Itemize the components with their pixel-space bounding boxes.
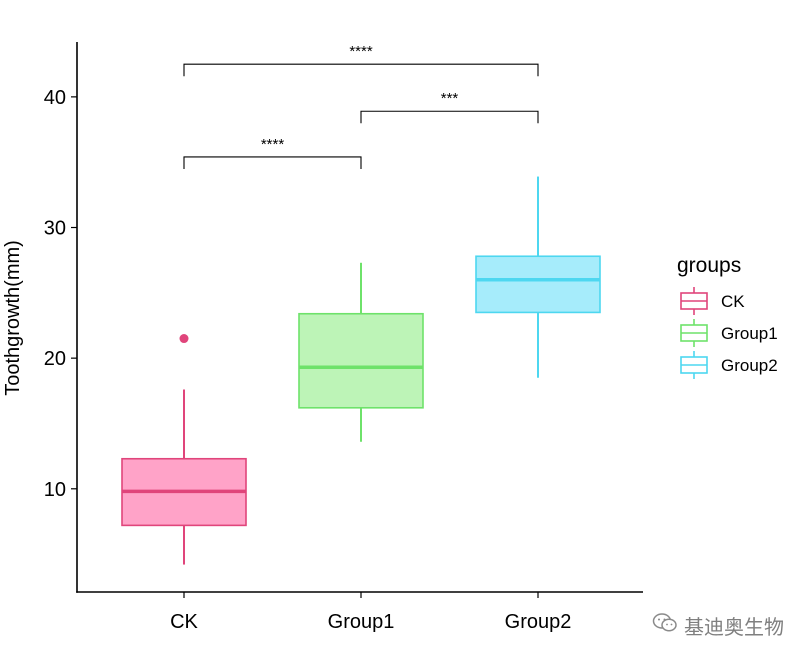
significance-label: **** <box>349 43 373 60</box>
y-axis-label: Toothgrowth(mm) <box>2 240 24 396</box>
legend-label-group2: Group2 <box>721 356 778 375</box>
y-tick-label: 30 <box>44 218 66 240</box>
plot-area: *********** <box>121 43 601 565</box>
y-tick-label: 20 <box>44 348 66 370</box>
significance-bracket <box>183 156 362 169</box>
outlier-point <box>179 334 189 344</box>
significance-bracket <box>360 110 539 124</box>
watermark-text: 基迪奥生物 <box>684 614 784 639</box>
significance-bracket <box>183 63 539 77</box>
x-tick-label: Group2 <box>505 611 572 633</box>
box-group2 <box>475 255 601 314</box>
axes: 10 20 30 40 CK Group1 Group2 <box>44 42 643 633</box>
legend-label-group1: Group1 <box>721 324 778 343</box>
y-tick-label: 10 <box>44 479 66 501</box>
legend-title: groups <box>677 254 741 277</box>
legend: groups CK Group1 Group2 <box>677 254 778 379</box>
y-tick-label: 40 <box>44 87 66 109</box>
significance-label: **** <box>261 136 285 153</box>
significance-label: *** <box>441 90 459 107</box>
legend-label-ck: CK <box>721 292 745 311</box>
x-tick-label: Group1 <box>328 611 395 633</box>
box-group1 <box>298 312 424 409</box>
x-tick-label: CK <box>170 611 198 633</box>
wechat-icon <box>652 612 678 639</box>
watermark: 基迪奥生物 <box>652 610 784 640</box>
